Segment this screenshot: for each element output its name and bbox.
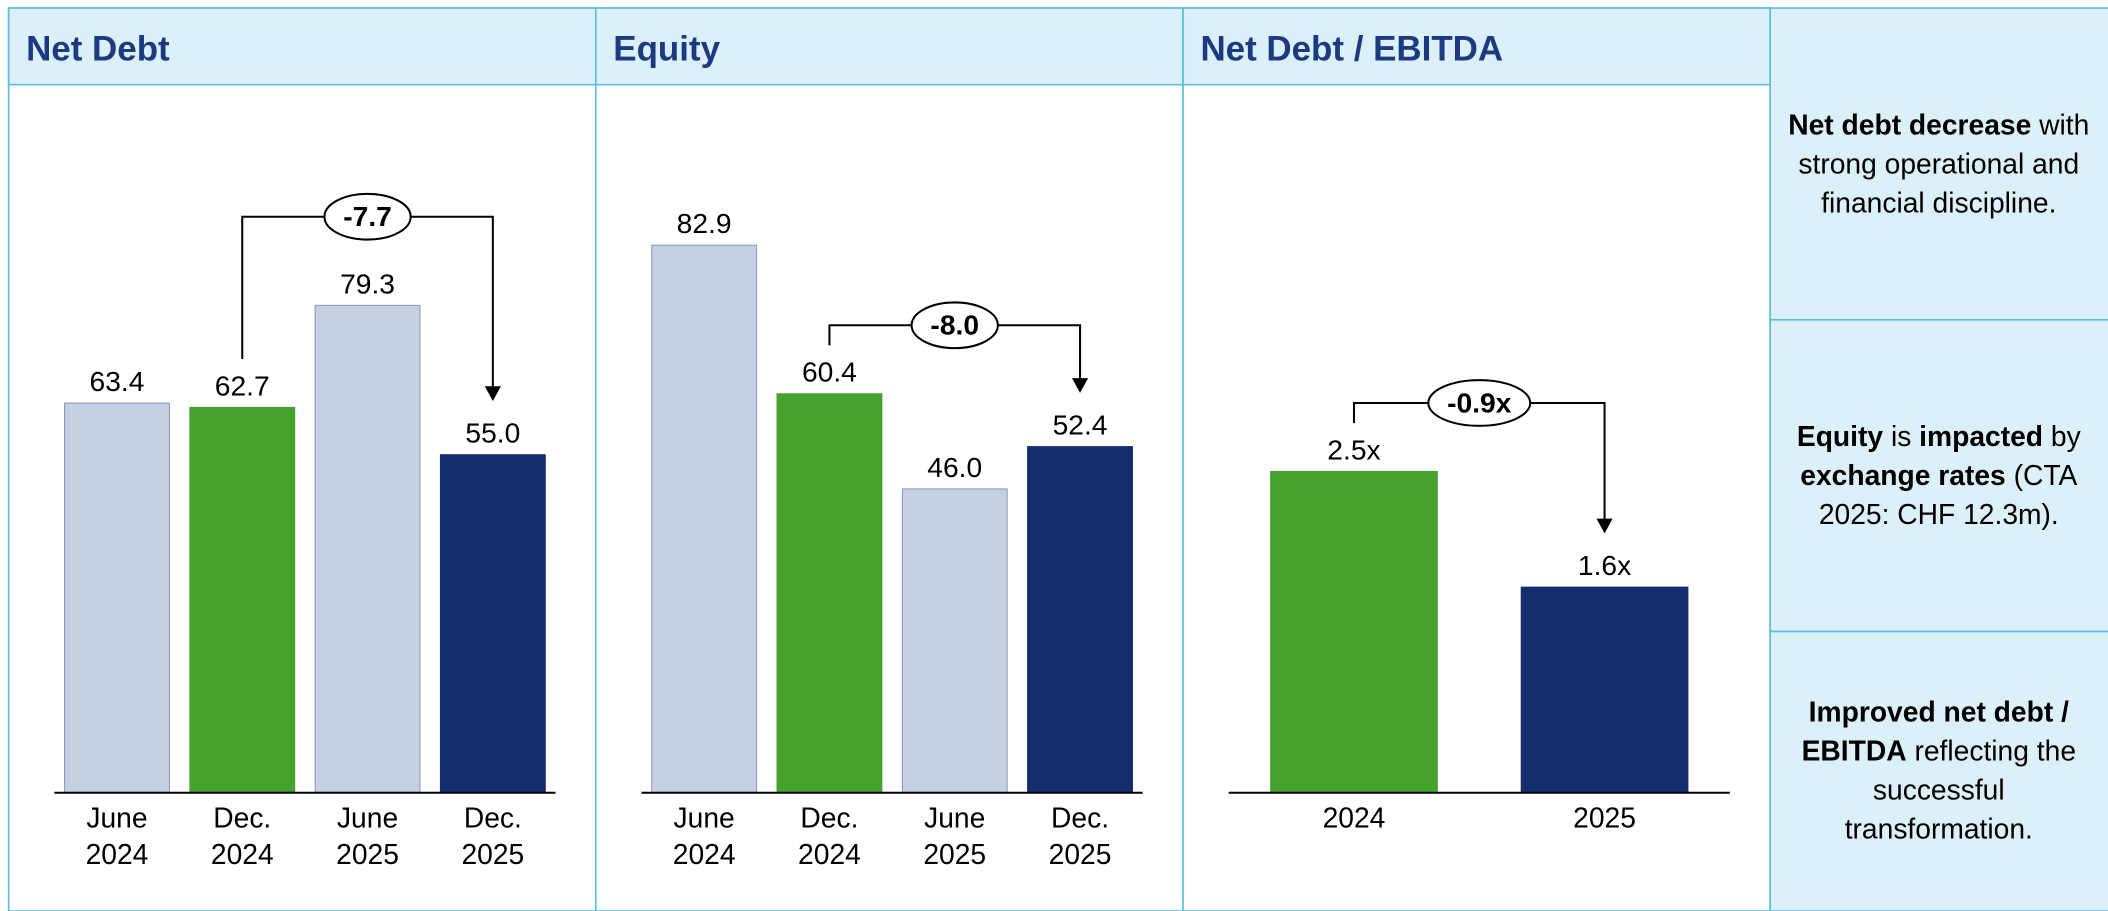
x-tick-label: 2025 bbox=[1573, 803, 1636, 835]
value-label: 62.7 bbox=[215, 369, 270, 401]
panel-header bbox=[1182, 7, 1771, 86]
x-tick-label-box: Dec. 2025 bbox=[461, 803, 525, 871]
value-label: 79.3 bbox=[340, 267, 395, 299]
note-text-run: reflecting the successful transformation… bbox=[1844, 736, 2077, 846]
note-bold-text: Net debt decrease bbox=[1788, 109, 2032, 141]
annotation-arrowhead bbox=[484, 386, 501, 401]
x-tick-label-box: June 2024 bbox=[672, 803, 736, 871]
value-label: 55.0 bbox=[465, 417, 520, 449]
note-cell bbox=[1769, 318, 2108, 633]
value-label: 46.0 bbox=[927, 451, 982, 483]
panel-title: Equity bbox=[613, 29, 720, 68]
bar bbox=[1027, 446, 1133, 794]
x-tick-label: June 2024 bbox=[85, 803, 149, 871]
note-cell bbox=[1769, 7, 2108, 321]
note-text: Equity is impacted by exchange rates (CT… bbox=[1781, 417, 2097, 534]
x-tick-label-box: Dec. 2024 bbox=[210, 803, 274, 871]
bar bbox=[651, 244, 758, 794]
bar bbox=[439, 454, 546, 794]
note-box: Net debt decrease with strong operationa… bbox=[1770, 8, 2107, 320]
x-tick-label: Dec. 2025 bbox=[1048, 803, 1112, 871]
x-tick-label-box: 2024 bbox=[1322, 803, 1386, 835]
note-text: Net debt decrease with strong operationa… bbox=[1781, 105, 2097, 222]
note-bold-text: Improved net debt / EBITDA bbox=[1801, 697, 2069, 768]
panel-title: Net Debt / EBITDA bbox=[1200, 29, 1503, 68]
bar bbox=[1520, 586, 1689, 794]
annotation-pill bbox=[1427, 379, 1532, 427]
value-label: 60.4 bbox=[802, 356, 857, 388]
x-tick-label-box: 2025 bbox=[1573, 803, 1636, 835]
note-text-run: by bbox=[2043, 421, 2081, 453]
annotation-pill bbox=[910, 301, 999, 350]
value-label: 2.5x bbox=[1327, 433, 1380, 465]
x-tick-label-box: June 2024 bbox=[85, 803, 149, 871]
annotation-label: -8.0 bbox=[930, 309, 979, 341]
note-text: Improved net debt / EBITDA reflecting th… bbox=[1781, 693, 2097, 849]
x-tick-label: June 2025 bbox=[923, 803, 987, 871]
value-label: 63.4 bbox=[90, 365, 145, 397]
x-tick-label-box: Dec. 2025 bbox=[1048, 803, 1112, 871]
x-tick-label-box: June 2025 bbox=[336, 803, 399, 871]
bar bbox=[901, 488, 1008, 794]
bar bbox=[189, 406, 296, 794]
note-bold-text: Equity bbox=[1796, 421, 1884, 453]
note-bold-text: exchange rates bbox=[1800, 460, 2006, 492]
annotation-label: -7.7 bbox=[343, 200, 392, 232]
annotation-label: -0.9x bbox=[1447, 386, 1512, 418]
annotation-arrowhead bbox=[1596, 518, 1613, 534]
x-tick-label-box: Dec. 2024 bbox=[798, 803, 861, 871]
x-tick-label: June 2025 bbox=[336, 803, 399, 871]
bar bbox=[1270, 470, 1438, 794]
x-tick-label: 2024 bbox=[1322, 803, 1386, 835]
note-box: Improved net debt / EBITDA reflecting th… bbox=[1770, 632, 2107, 911]
value-label: 1.6x bbox=[1578, 549, 1631, 581]
note-text-run: is bbox=[1883, 421, 1920, 453]
value-label: 52.4 bbox=[1053, 409, 1108, 441]
x-tick-label: Dec. 2024 bbox=[798, 803, 861, 871]
x-tick-label: Dec. 2024 bbox=[210, 803, 274, 871]
note-text-run: with strong operational and financial di… bbox=[1798, 109, 2090, 219]
note-bold-text: impacted bbox=[1919, 421, 2044, 453]
value-label: 82.9 bbox=[677, 207, 732, 239]
note: Net debt decrease with strong operationa… bbox=[1770, 8, 2107, 320]
panel-header bbox=[7, 7, 597, 86]
note: Equity is impacted by exchange rates (CT… bbox=[1770, 320, 2107, 632]
annotation-pill bbox=[323, 192, 412, 241]
bar bbox=[64, 402, 170, 794]
bar bbox=[314, 304, 421, 794]
note-cell bbox=[1769, 630, 2108, 911]
x-tick-label: Dec. 2025 bbox=[461, 803, 525, 871]
panel-header bbox=[595, 7, 1184, 86]
note: Improved net debt / EBITDA reflecting th… bbox=[1770, 632, 2107, 911]
note-box: Equity is impacted by exchange rates (CT… bbox=[1770, 320, 2107, 632]
annotation-arrowhead bbox=[1071, 378, 1089, 393]
x-tick-label-box: June 2025 bbox=[923, 803, 987, 871]
note-text-run: (CTA 2025: CHF 12.3m). bbox=[1818, 460, 2078, 531]
bar bbox=[776, 393, 883, 794]
panel-title: Net Debt bbox=[26, 29, 170, 68]
x-tick-label: June 2024 bbox=[672, 803, 736, 871]
